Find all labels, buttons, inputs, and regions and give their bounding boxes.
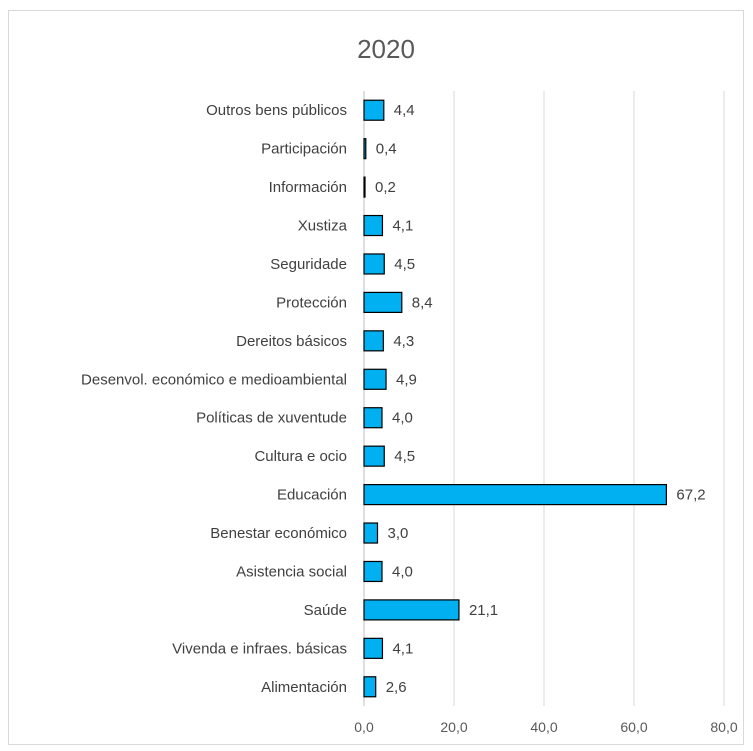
value-label: 0,2 (375, 179, 396, 196)
value-label: 4,4 (394, 102, 415, 119)
x-tick-label: 0,0 (354, 719, 374, 735)
category-label: Benestar económico (210, 525, 347, 542)
value-label: 4,9 (396, 371, 417, 388)
category-label: Educación (277, 487, 347, 504)
category-label: Dereitos básicos (236, 333, 347, 350)
bar (363, 291, 403, 314)
value-label: 4,1 (392, 640, 413, 657)
value-label: 4,5 (394, 256, 415, 273)
x-tick-label: 80,0 (710, 719, 737, 735)
bar (363, 483, 667, 506)
category-label: Protección (276, 294, 347, 311)
value-label: 4,0 (392, 563, 413, 580)
chart-area (8, 10, 744, 745)
x-tick-label: 20,0 (440, 719, 467, 735)
bar (363, 407, 383, 429)
category-label: Outros bens públicos (206, 102, 347, 119)
bar (363, 99, 385, 121)
bar (363, 138, 367, 160)
category-label: Participación (261, 141, 347, 158)
value-label: 21,1 (469, 602, 498, 619)
bar (363, 330, 384, 352)
value-label: 4,5 (394, 448, 415, 465)
category-label: Cultura e ocio (254, 448, 347, 465)
category-label: Asistencia social (236, 563, 347, 580)
bar (363, 560, 383, 583)
category-label: Políticas de xuventude (196, 410, 347, 427)
bar (363, 176, 366, 198)
value-label: 4,0 (392, 410, 413, 427)
category-label: Xustiza (298, 218, 348, 235)
x-tick-label: 40,0 (530, 719, 557, 735)
category-label: Alimentación (261, 679, 347, 696)
value-label: 4,1 (392, 218, 413, 235)
bar (363, 599, 460, 621)
value-label: 8,4 (412, 294, 433, 311)
value-label: 0,4 (376, 141, 397, 158)
bar (363, 253, 385, 275)
category-label: Desenvol. económico e medioambiental (81, 371, 347, 388)
category-label: Información (269, 179, 347, 196)
bar (363, 637, 384, 659)
bar (363, 522, 379, 544)
chart-title: 2020 (357, 34, 415, 64)
bar (363, 214, 384, 237)
bar (363, 368, 387, 390)
value-label: 3,0 (388, 525, 409, 542)
category-label: Saúde (304, 602, 347, 619)
value-label: 67,2 (676, 487, 705, 504)
value-label: 4,3 (393, 333, 414, 350)
bar (363, 445, 385, 467)
x-tick-label: 60,0 (620, 719, 647, 735)
category-label: Vivenda e infraes. básicas (172, 640, 347, 657)
bar (363, 676, 377, 698)
category-label: Seguridade (270, 256, 347, 273)
value-label: 2,6 (386, 679, 407, 696)
